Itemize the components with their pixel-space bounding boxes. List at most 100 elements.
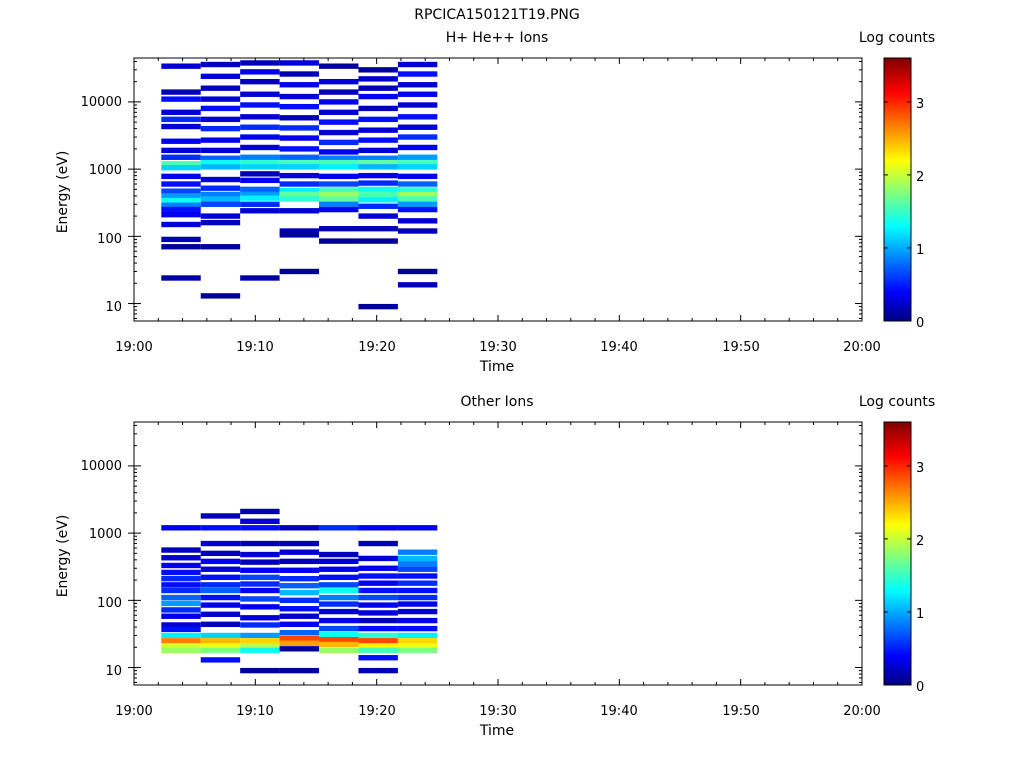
x-tick-labels: 19:00 19:10 19:20 19:30 19:40 19:50 20:0… [115,340,880,355]
heatmap-cells [161,60,438,310]
heatmap-cell [279,558,320,565]
heatmap-cell [358,105,398,112]
heatmap-cell [200,159,241,166]
heatmap-cell [240,643,280,649]
heatmap-cell [161,236,201,243]
x-tick-label: 19:10 [236,340,273,355]
colorbar [883,421,912,686]
heatmap-cell [200,602,241,608]
heatmap-cell [319,78,359,85]
heatmap-cell [397,608,438,615]
heatmap-cell [240,525,280,531]
heatmap-cell [200,213,241,219]
heatmap-cell [397,638,438,644]
heatmap-cell [397,625,438,632]
heatmap-cell [397,228,438,234]
x-axis-label: Time [479,359,514,375]
panel-h-he-ions: H+ He++ Ions Log counts 10000 1000 100 1… [55,30,935,375]
heatmap-cell [240,567,280,573]
heatmap-cell [397,91,438,97]
heatmap-cell [200,201,241,207]
heatmap-cell [279,159,320,166]
x-tick-label: 19:00 [115,704,152,719]
heatmap-cell [358,67,398,73]
colorbar-tick-labels: 0 1 2 3 [916,97,924,331]
heatmap-cell [358,667,398,674]
heatmap-cell [358,164,398,170]
heatmap-cell [240,622,280,628]
heatmap-cell [319,551,359,558]
heatmap-cell [200,85,241,91]
heatmap-cell [397,191,438,198]
heatmap-cell [279,567,320,573]
heatmap-cell [358,655,398,661]
heatmap-cell [240,604,280,610]
heatmap-cell [358,632,398,639]
x-tick-label: 20:00 [843,704,880,719]
heatmap-cell [358,191,398,198]
heatmap-cell [161,173,201,180]
heatmap-cell [200,137,241,143]
heatmap-cell [319,181,359,187]
heatmap-cell [358,610,398,616]
heatmap-cell [279,621,320,627]
heatmap-cell [358,147,398,154]
heatmap-cell [200,191,241,198]
heatmap-cell [397,82,438,88]
y-tick-labels: 10000 1000 100 10 [81,459,122,679]
heatmap-cell [240,615,280,621]
y-tick-label: 1000 [89,527,122,542]
heatmap-cell [358,127,398,133]
heatmap-cell [397,617,438,624]
heatmap-cell [397,201,438,207]
heatmap-cell [358,643,398,649]
heatmap-cell [200,594,241,601]
heatmap-cell [397,124,438,130]
heatmap-cell [319,201,359,207]
heatmap-cell [319,119,359,125]
heatmap-cell [397,632,438,639]
heatmap-cell [161,181,201,187]
heatmap-cell [319,587,359,594]
heatmap-cell [397,566,438,572]
panel-title: H+ He++ Ions [446,30,549,46]
heatmap-cell [161,647,201,654]
heatmap-cell [161,575,201,582]
heatmap-cell [319,636,359,643]
heatmap-cell [358,225,398,232]
heatmap-cell [279,525,320,531]
heatmap-cell [161,161,201,167]
heatmap-cell [279,589,320,596]
heatmap-cell [279,181,320,187]
y-axis-label: Energy (eV) [55,515,71,598]
heatmap-cell [161,206,201,213]
heatmap-cell [200,155,241,161]
heatmap-cell [319,89,359,95]
heatmap-cell [200,540,241,547]
heatmap-cell [358,186,398,193]
heatmap-cell [240,60,280,66]
heatmap-cell [397,196,438,202]
heatmap-cell [161,638,201,644]
heatmap-cell [397,647,438,654]
heatmap-cell [319,139,359,146]
heatmap-cell [279,103,320,110]
heatmap-cell [240,154,280,160]
heatmap-cell [200,638,241,644]
colorbar-tick-label: 2 [916,170,924,185]
heatmap-cell [161,643,201,649]
x-tick-label: 19:00 [115,340,152,355]
heatmap-cell [279,146,320,152]
heatmap-cell [200,219,241,226]
heatmap-cell [240,124,280,130]
heatmap-cell [200,116,241,123]
colorbar-label: Log counts [859,30,935,46]
colorbar-tick-label: 2 [916,534,924,549]
heatmap-cell [279,630,320,636]
heatmap-cell [397,154,438,160]
heatmap-cell [161,525,201,531]
heatmap-cell [397,601,438,607]
y-tick-label: 10 [105,300,122,315]
heatmap-cell [397,218,438,224]
heatmap-cell [161,547,201,553]
